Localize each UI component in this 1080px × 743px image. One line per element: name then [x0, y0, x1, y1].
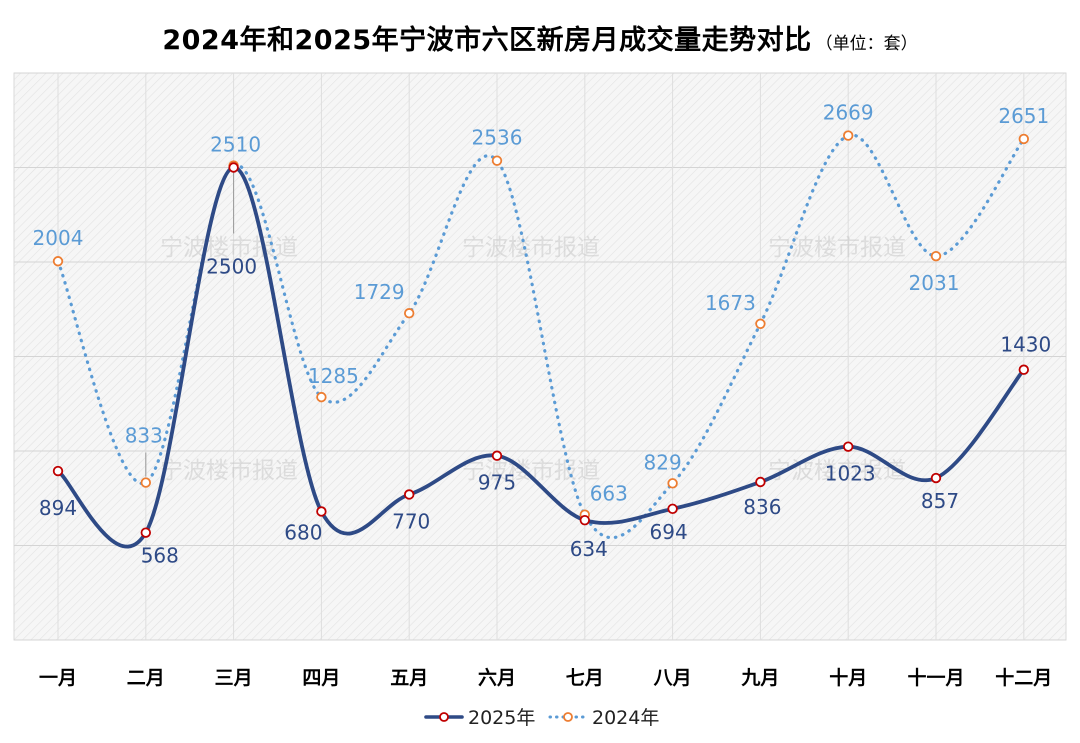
data-label-2025: 680 — [284, 520, 322, 544]
data-label-2024: 2669 — [823, 101, 874, 125]
x-tick-label: 六月 — [478, 666, 516, 689]
data-point-2024 — [1018, 133, 1030, 145]
data-point-2025 — [316, 506, 327, 517]
data-point-2025 — [404, 489, 415, 500]
data-point-2025 — [52, 465, 64, 477]
data-point-2024 — [140, 477, 152, 488]
watermark-text: 宁波楼市报道 — [462, 235, 600, 261]
data-label-2025: 568 — [141, 544, 179, 568]
x-tick-label: 十一月 — [907, 666, 964, 689]
legend-marker — [563, 712, 573, 722]
data-label-2025: 857 — [921, 489, 959, 513]
watermark-text: 宁波楼市报道 — [160, 458, 298, 484]
data-label-2024: 663 — [590, 482, 628, 506]
data-label-2025: 894 — [39, 496, 77, 520]
data-point-2025 — [579, 514, 591, 526]
x-tick-label: 三月 — [215, 667, 253, 689]
data-label-2024: 829 — [644, 450, 682, 474]
data-label-2025: 2500 — [206, 255, 257, 279]
data-point-2024 — [667, 478, 678, 489]
data-point-2024 — [404, 308, 415, 319]
data-label-2024: 1673 — [705, 291, 756, 315]
x-tick-label: 八月 — [654, 667, 692, 689]
data-point-2025 — [228, 162, 239, 173]
chart-title-unit: （单位：套） — [815, 34, 918, 54]
series-line-2024 — [56, 133, 1026, 540]
data-point-2025 — [843, 441, 854, 452]
data-label-2024: 1285 — [308, 364, 359, 388]
data-point-2025 — [140, 527, 152, 538]
watermark-text: 宁波楼市报道 — [462, 458, 600, 484]
chart-title: 2024年和2025年宁波市六区新房月成交量走势对比 （单位：套） — [0, 18, 1080, 57]
x-tick-label: 七月 — [566, 667, 604, 689]
data-label-2025: 1023 — [825, 462, 876, 486]
data-label-2024: 2031 — [909, 271, 960, 295]
data-point-2024 — [316, 391, 327, 403]
data-point-2025 — [755, 476, 766, 488]
chart-title-main: 2024年和2025年宁波市六区新房月成交量走势对比 — [162, 25, 812, 56]
watermark-text: 宁波楼市报道 — [768, 235, 906, 261]
data-label-2024: 2510 — [210, 133, 261, 157]
data-label-2024: 1729 — [354, 280, 405, 304]
x-tick-label: 十二月 — [995, 666, 1052, 689]
x-tick-label: 二月 — [127, 667, 165, 689]
legend-label-2024: 2024年 — [592, 707, 659, 729]
data-label-2024: 2651 — [998, 104, 1049, 128]
data-point-2025 — [930, 472, 942, 484]
x-tick-label: 九月 — [740, 667, 779, 689]
data-point-2024 — [755, 318, 766, 330]
x-tick-label: 五月 — [390, 667, 428, 689]
x-tick-label: 十月 — [829, 666, 867, 689]
legend-label-2025: 2025年 — [468, 707, 535, 729]
data-label-2024: 833 — [125, 424, 163, 448]
data-label-2025: 1430 — [1000, 333, 1051, 357]
data-point-2024 — [491, 155, 503, 166]
data-point-2025 — [1018, 364, 1030, 375]
data-label-2025: 634 — [570, 537, 608, 561]
x-tick-label: 一月 — [39, 667, 77, 689]
data-label-2025: 770 — [392, 509, 430, 533]
data-point-2024 — [930, 250, 942, 262]
legend-marker — [439, 712, 449, 722]
data-point-2024 — [843, 130, 854, 141]
data-label-2025: 836 — [743, 495, 781, 519]
data-point-2025 — [667, 503, 678, 515]
data-label-2024: 2536 — [472, 126, 523, 150]
data-label-2024: 2004 — [33, 226, 84, 250]
data-point-2025 — [491, 450, 503, 461]
data-label-2025: 694 — [650, 520, 688, 544]
data-label-2025: 975 — [478, 471, 516, 495]
data-point-2024 — [52, 256, 64, 267]
x-tick-label: 四月 — [302, 667, 340, 689]
